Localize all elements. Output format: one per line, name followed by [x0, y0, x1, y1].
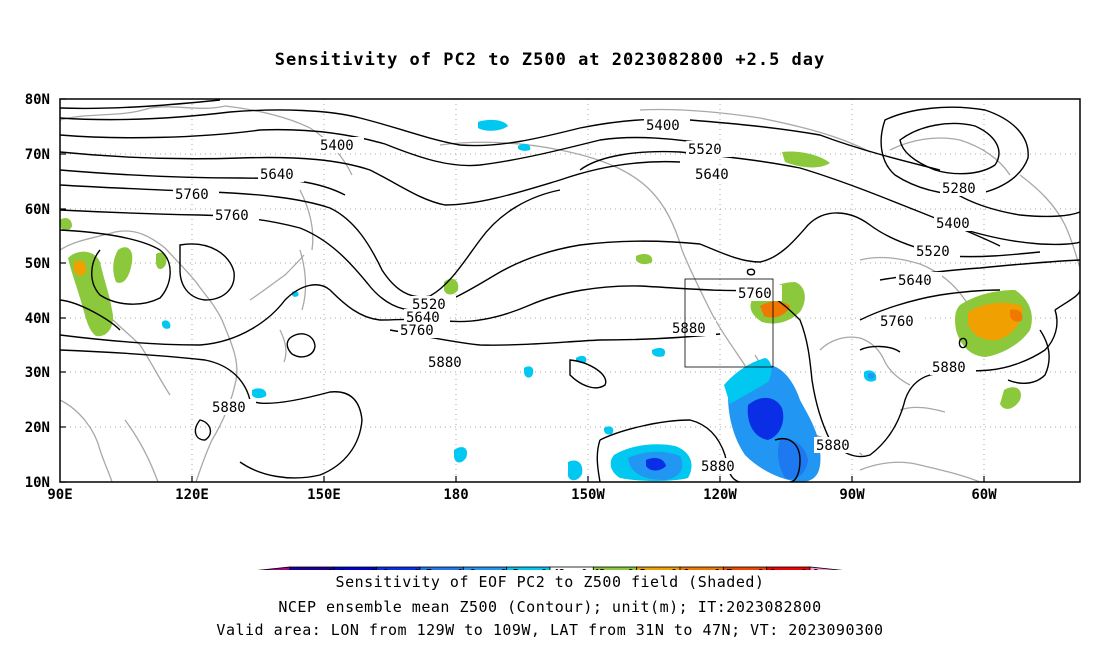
- caption-contour: NCEP ensemble mean Z500 (Contour); unit(…: [278, 598, 822, 616]
- contour-label: 5880: [701, 459, 735, 475]
- contour-label: 5760: [400, 323, 434, 339]
- contour-label: 5880: [816, 438, 850, 454]
- lat-label: 80N: [25, 92, 50, 108]
- contour-label: 5400: [646, 118, 680, 134]
- colorbar-tick-label: 0.7: [714, 568, 732, 570]
- chart-title: Sensitivity of PC2 to Z500 at 2023082800…: [274, 50, 826, 70]
- lat-label: 40N: [25, 311, 50, 327]
- colorbar-cell: [636, 566, 681, 570]
- colorbar-cell: [289, 566, 334, 570]
- lon-label: 120W: [703, 487, 737, 503]
- contour-label: 5400: [936, 216, 970, 232]
- colorbar-cell: [766, 566, 811, 570]
- colorbar-cell: [809, 566, 843, 570]
- tick-marks: [60, 98, 985, 483]
- contour-label: 5520: [916, 244, 950, 260]
- contour-label: 5880: [212, 400, 246, 416]
- lon-label: 180: [443, 487, 468, 503]
- colorbar-cell: [332, 566, 378, 570]
- map-frame: [59, 98, 1081, 483]
- z500-contours: [60, 99, 1080, 482]
- contour-label: 5880: [428, 355, 462, 371]
- colorbar-tick-label: 0.5: [628, 568, 646, 570]
- contour-label: 5880: [932, 360, 966, 376]
- contour-label: 5760: [738, 286, 772, 302]
- colorbar-tick-label: -0.9: [321, 568, 345, 570]
- colorbar-cell: [722, 566, 768, 570]
- lat-label: 30N: [25, 365, 50, 381]
- lat-label: 20N: [25, 420, 50, 436]
- sensitivity-shading: [60, 119, 1032, 482]
- map-plot: 5400 5400 5520 5640 5640 5760 5760 5520 …: [25, 92, 1081, 570]
- lon-label: 90E: [47, 487, 72, 503]
- lon-label: 90W: [839, 487, 865, 503]
- colorbar-tick-label: 0.9: [801, 568, 819, 570]
- contour-label: 5640: [260, 167, 294, 183]
- colorbar-cell: [257, 566, 291, 570]
- colorbar-tick-label: -0.8: [365, 568, 389, 570]
- contour-label: 5520: [688, 142, 722, 158]
- contour-label: 5760: [880, 314, 914, 330]
- colorbar-cell: [549, 566, 594, 570]
- colorbar-tick-label: 0.42: [581, 568, 605, 570]
- colorbar-cell: [679, 566, 724, 570]
- lon-label: 120E: [175, 487, 209, 503]
- lon-label: 150E: [307, 487, 341, 503]
- contour-label-group: 5400 5400 5520 5640 5640 5760 5760 5520 …: [173, 117, 986, 475]
- contour-label: 5280: [942, 181, 976, 197]
- colorbar-cell: [419, 566, 464, 570]
- gridlines: [60, 99, 1080, 482]
- colorbar-cell: [592, 566, 638, 570]
- lat-label: 10N: [25, 475, 50, 491]
- colorbar-tick-label: -0.42: [535, 568, 565, 570]
- lon-label: 60W: [971, 487, 997, 503]
- lat-label: 60N: [25, 202, 50, 218]
- colorbar-tick-label: -0.5: [495, 568, 519, 570]
- colorbar-cell: [376, 566, 421, 570]
- caption-shaded: Sensitivity of EOF PC2 to Z500 field (Sh…: [335, 573, 765, 591]
- contour-label: 5760: [175, 187, 209, 203]
- colorbar-tick-label: 0.8: [758, 568, 776, 570]
- coastlines: [60, 105, 1080, 482]
- lat-label: 70N: [25, 147, 50, 163]
- colorbar-tick-label: 0.6: [671, 568, 689, 570]
- contour-label: 5760: [215, 208, 249, 224]
- colorbar-tick-label: -0.6: [451, 568, 475, 570]
- colorbar-cell: [462, 566, 508, 570]
- contour-label: 5880: [672, 321, 706, 337]
- contour-label: 5400: [320, 138, 354, 154]
- colorbar-cell: [506, 566, 551, 570]
- colorbar: -0.9 -0.8 -0.7 -0.6 -0.5 -0.42 0.42 0.5 0.6 0.7 0.…: [257, 566, 843, 570]
- caption-valid-area: Valid area: LON from 129W to 109W, LAT f…: [216, 621, 884, 639]
- contour-label: 5640: [695, 167, 729, 183]
- contour-label: 5640: [898, 273, 932, 289]
- colorbar-tick-label: -0.7: [408, 568, 432, 570]
- valid-area-box: [684, 278, 774, 368]
- lat-label: 50N: [25, 256, 50, 272]
- lon-label: 150W: [571, 487, 605, 503]
